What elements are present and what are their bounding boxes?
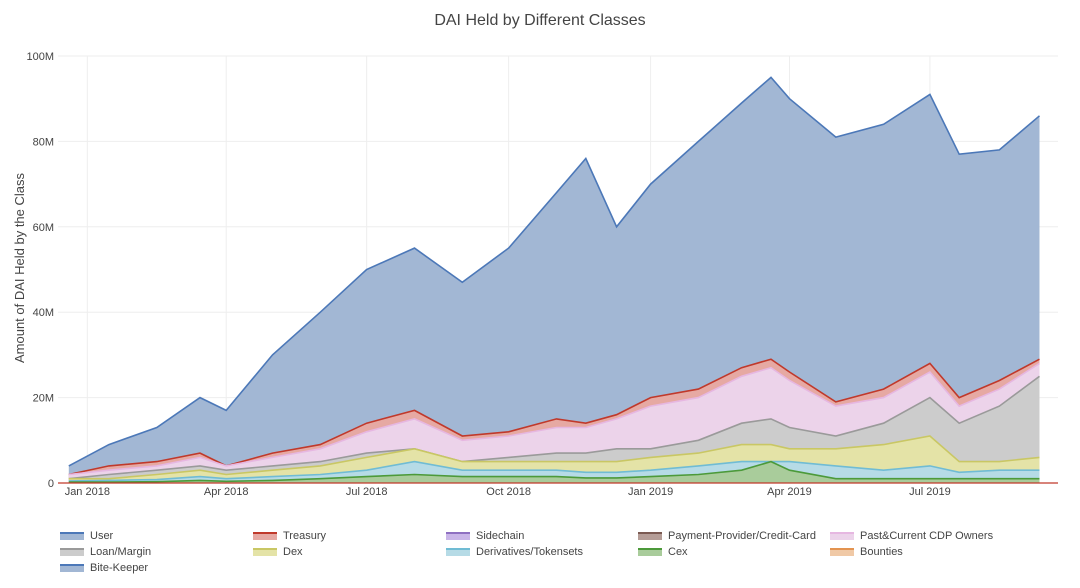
- legend-swatch: [638, 532, 662, 541]
- legend-item[interactable]: Dex: [253, 546, 303, 562]
- legend-swatch: [830, 532, 854, 541]
- legend-item[interactable]: Bite-Keeper: [60, 562, 148, 578]
- y-tick-label: 80M: [33, 136, 54, 148]
- legend-swatch: [60, 548, 84, 557]
- legend-swatch: [60, 564, 84, 573]
- legend-swatch: [253, 548, 277, 557]
- legend-label: Derivatives/Tokensets: [476, 546, 583, 559]
- legend-label: Treasury: [283, 530, 326, 543]
- legend-label: User: [90, 530, 114, 543]
- legend-label: Bite-Keeper: [90, 562, 149, 575]
- x-tick-label: Jan 2019: [628, 486, 673, 498]
- legend-label: Cex: [668, 546, 688, 559]
- line-derivatives-tokensets: [68, 460, 1040, 482]
- legend-item[interactable]: Derivatives/Tokensets: [446, 546, 583, 562]
- x-tick-label: Jan 2018: [65, 486, 110, 498]
- legend-swatch: [830, 548, 854, 557]
- line-loan-margin: [68, 375, 1040, 480]
- legend-item[interactable]: Sidechain: [446, 530, 524, 546]
- legend-label: Dex: [283, 546, 303, 559]
- y-tick-label: 20M: [33, 393, 54, 405]
- legend-swatch: [60, 532, 84, 541]
- legend-item[interactable]: Past&Current CDP Owners: [830, 530, 993, 546]
- legend-item[interactable]: User: [60, 530, 113, 546]
- axes: 0 20M 40M 60M 80M 100M Jan 2018 Apr 2018 Jul 201…: [26, 51, 1058, 498]
- x-tick-label: Apr 2018: [204, 486, 249, 498]
- y-tick-label: 0: [48, 478, 54, 490]
- area-cex: [68, 461, 1040, 483]
- legend-item[interactable]: Cex: [638, 546, 688, 562]
- legend-label: Past&Current CDP Owners: [860, 530, 994, 543]
- y-tick-label: 100M: [26, 51, 54, 63]
- line-past-current-cdp-owners: [68, 362, 1040, 476]
- legend-swatch: [446, 532, 470, 541]
- x-tick-label: Jul 2019: [909, 486, 951, 498]
- legend-item[interactable]: Bounties: [830, 546, 903, 562]
- series-areas: [68, 76, 1041, 484]
- legend-label: Sidechain: [476, 530, 525, 543]
- x-tick-label: Apr 2019: [767, 486, 812, 498]
- legend-swatch: [638, 548, 662, 557]
- legend-label: Payment-Provider/Credit-Card: [668, 530, 816, 543]
- legend-item[interactable]: Loan/Margin: [60, 546, 151, 562]
- line-dex: [68, 435, 1040, 480]
- legend-label: Bounties: [860, 546, 903, 559]
- legend-swatch: [253, 532, 277, 541]
- x-tick-label: Oct 2018: [486, 486, 531, 498]
- line-user: [68, 76, 1041, 467]
- chart-title: DAI Held by Different Classes: [434, 12, 646, 29]
- y-tick-label: 40M: [33, 307, 54, 319]
- line-cex: [68, 460, 1040, 483]
- y-axis-title: Amount of DAI Held by the Class: [12, 172, 27, 363]
- x-tick-label: Jul 2018: [346, 486, 388, 498]
- legend-label: Loan/Margin: [90, 546, 152, 559]
- legend-item[interactable]: Treasury: [253, 530, 326, 546]
- legend-swatch: [446, 548, 470, 557]
- y-tick-label: 60M: [33, 222, 54, 234]
- legend-item[interactable]: Payment-Provider/Credit-Card: [638, 530, 816, 546]
